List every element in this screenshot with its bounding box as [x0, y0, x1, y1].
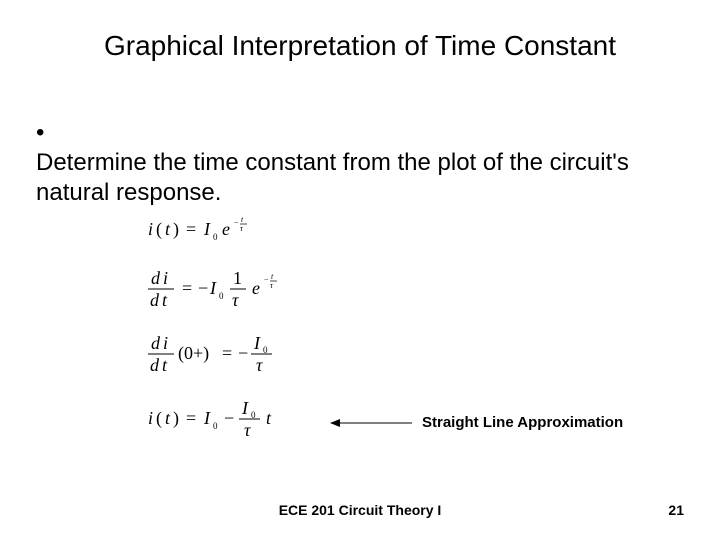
eq3-d1: d — [151, 333, 161, 353]
eq4-svg: i ( t ) = I 0 − I 0 τ t — [148, 398, 348, 440]
eq4-lparen: ( — [156, 408, 162, 429]
eq3-I: I — [253, 333, 261, 353]
eq3-minus: − — [238, 343, 248, 363]
eq1-I: I — [203, 219, 211, 239]
eq4-I1: I — [203, 408, 211, 428]
eq2-exptau: τ — [270, 281, 274, 290]
annotation-label: Straight Line Approximation — [422, 414, 623, 431]
bullet-text: Determine the time constant from the plo… — [36, 148, 656, 208]
eq3-t: t — [162, 355, 168, 375]
eq2-e: e — [252, 278, 260, 298]
eq1-svg: i ( t ) = I 0 e − t τ — [148, 215, 298, 245]
equation-2: d i d t = − I 0 1 τ e − t τ — [148, 268, 368, 315]
eq1-i: i — [148, 219, 153, 239]
eq1-t: t — [165, 219, 171, 239]
bullet-item: • Determine the time constant from the p… — [36, 118, 680, 208]
eq2-expt: t — [271, 272, 274, 281]
eq3-i: i — [163, 333, 168, 353]
eq2-minus: − — [198, 278, 208, 298]
eq3-svg: d i d t (0+) = − I 0 τ — [148, 333, 348, 375]
eq2-I: I — [209, 278, 217, 298]
eq3-equals: = — [222, 343, 232, 363]
equation-1: i ( t ) = I 0 e − t τ — [148, 215, 368, 250]
footer-page-number: 21 — [668, 502, 684, 518]
eq2-one: 1 — [233, 268, 242, 288]
eq2-d2: d — [150, 290, 160, 310]
eq3-d2: d — [150, 355, 160, 375]
eq2-expminus: − — [264, 275, 269, 284]
eq3-zeroplus: (0+) — [178, 343, 209, 364]
eq2-svg: d i d t = − I 0 1 τ e − t τ — [148, 268, 338, 310]
slide: Graphical Interpretation of Time Constan… — [0, 0, 720, 540]
arrow-icon — [330, 417, 412, 429]
eq1-rparen: ) — [173, 219, 179, 240]
eq4-I2: I — [241, 398, 249, 418]
eq4-i: i — [148, 408, 153, 428]
eq4-minus: − — [224, 408, 234, 428]
eq2-i: i — [163, 268, 168, 288]
eq2-tau: τ — [232, 290, 239, 310]
footer-course: ECE 201 Circuit Theory I — [0, 502, 720, 518]
eq1-lparen: ( — [156, 219, 162, 240]
eq1-expt: t — [241, 215, 244, 224]
bullet-marker: • — [36, 118, 58, 148]
eq2-equals: = — [182, 278, 192, 298]
eq1-e: e — [222, 219, 230, 239]
eq4-tvar: t — [266, 408, 272, 428]
eq4-tau: τ — [244, 420, 251, 440]
eq2-sub0: 0 — [219, 291, 224, 301]
equation-3: d i d t (0+) = − I 0 τ — [148, 333, 368, 380]
eq4-sub0a: 0 — [213, 421, 218, 431]
slide-title: Graphical Interpretation of Time Constan… — [0, 30, 720, 62]
eq1-equals: = — [186, 219, 196, 239]
eq4-t: t — [165, 408, 171, 428]
eq4-rparen: ) — [173, 408, 179, 429]
eq1-expminus: − — [234, 218, 239, 227]
eq4-equals: = — [186, 408, 196, 428]
eq3-tau: τ — [256, 355, 263, 375]
eq2-d1: d — [151, 268, 161, 288]
eq1-sub0: 0 — [213, 232, 218, 242]
annotation-row: Straight Line Approximation — [330, 414, 623, 431]
eq1-exptau: τ — [240, 224, 244, 233]
eq2-t: t — [162, 290, 168, 310]
